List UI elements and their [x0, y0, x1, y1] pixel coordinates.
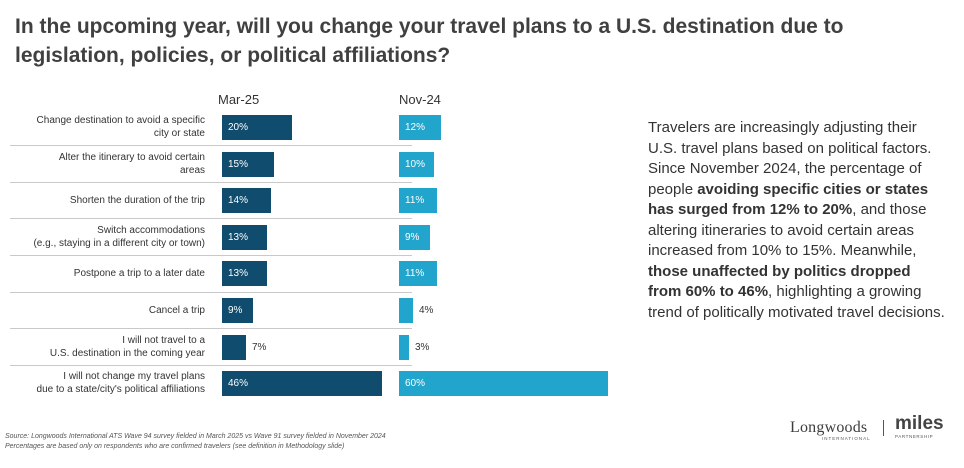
- category-label: Shorten the duration of the trip: [69, 194, 205, 206]
- summary-part-3: , highlighting a growing trend of politi…: [648, 283, 945, 321]
- summary-bold-1: avoiding specific cities or states has s…: [648, 180, 929, 219]
- bar-mar-25: 15%: [222, 151, 274, 177]
- data-label: 4%: [419, 305, 434, 316]
- category-label: Alter the itinerary to avoid certain are…: [58, 151, 205, 176]
- bar-mar-25: 46%: [222, 371, 382, 397]
- data-label: 11%: [405, 268, 425, 280]
- bar-nov-24: 11%: [399, 261, 437, 287]
- data-label: 14%: [228, 195, 249, 207]
- data-label: 13%: [228, 231, 249, 243]
- bar-nov-24: 11%: [399, 188, 437, 214]
- row-divider: [10, 218, 412, 220]
- summary-bold-2: those unaffected by politics dropped fro…: [648, 262, 911, 301]
- bar-nov-24: 12%: [399, 115, 441, 140]
- bar-mar-25: 13%: [222, 261, 267, 287]
- series-header-nov-24: Nov-24: [399, 92, 441, 107]
- row-divider: [10, 364, 412, 366]
- data-label: 12%: [405, 122, 426, 133]
- longwoods-logo: Longwoods: [790, 419, 868, 436]
- miles-logo: miles: [895, 413, 944, 434]
- data-label: 3%: [415, 341, 430, 353]
- summary-text: Travelers are increasingly adjusting the…: [648, 118, 948, 323]
- bar-nov-24: 60%: [399, 371, 608, 397]
- source-note: Source: Longwoods International ATS Wave…: [5, 432, 386, 451]
- data-label: 46%: [228, 378, 249, 390]
- bar-mar-25: 14%: [222, 188, 271, 214]
- data-label: 15%: [228, 158, 249, 170]
- series-header-mar-25: Mar-25: [218, 92, 260, 107]
- source-line-2: Percentages are based only on respondent…: [5, 442, 345, 450]
- bar-mar-25: 9%: [222, 298, 253, 323]
- data-label: 13%: [228, 268, 249, 280]
- logo-separator: [883, 420, 884, 436]
- row-divider: [10, 291, 412, 293]
- summary-part-2: , and those altering itineraries to avoi…: [648, 201, 927, 259]
- bar-nov-24: [399, 334, 409, 360]
- data-label: 11%: [405, 195, 425, 207]
- category-label: Postpone a trip to a later date: [73, 267, 205, 279]
- category-label: I will not travel to a U.S. destination …: [49, 334, 205, 359]
- bar-mar-25: 13%: [222, 224, 267, 250]
- bar-mar-25: [222, 334, 246, 360]
- data-label: 7%: [252, 341, 267, 353]
- data-label: 10%: [405, 158, 426, 170]
- source-line-1: Source: Longwoods International ATS Wave…: [5, 433, 386, 440]
- category-label: Switch accommodations (e.g., staying in …: [33, 224, 205, 249]
- data-label: 9%: [228, 305, 243, 316]
- page-title: In the upcoming year, will you change yo…: [15, 15, 844, 67]
- miles-logo-sub: PARTNERSHIP: [895, 434, 934, 439]
- row-divider: [10, 181, 412, 183]
- bar-nov-24: [399, 298, 413, 323]
- row-divider: [10, 145, 412, 147]
- bar-nov-24: 10%: [399, 151, 434, 177]
- bar-mar-25: 20%: [222, 115, 292, 140]
- data-label: 60%: [405, 378, 426, 390]
- category-label: Cancel a trip: [148, 304, 205, 316]
- row-divider: [10, 254, 412, 256]
- category-label: Change destination to avoid a specific c…: [36, 115, 205, 139]
- longwoods-logo-sub: INTERNATIONAL: [822, 436, 871, 441]
- category-label: I will not change my travel plans due to…: [36, 371, 205, 396]
- row-divider: [10, 328, 412, 330]
- data-label: 20%: [228, 122, 249, 133]
- data-label: 9%: [405, 231, 420, 243]
- bar-nov-24: 9%: [399, 224, 430, 250]
- summary-part-1: Travelers are increasingly adjusting the…: [648, 119, 932, 198]
